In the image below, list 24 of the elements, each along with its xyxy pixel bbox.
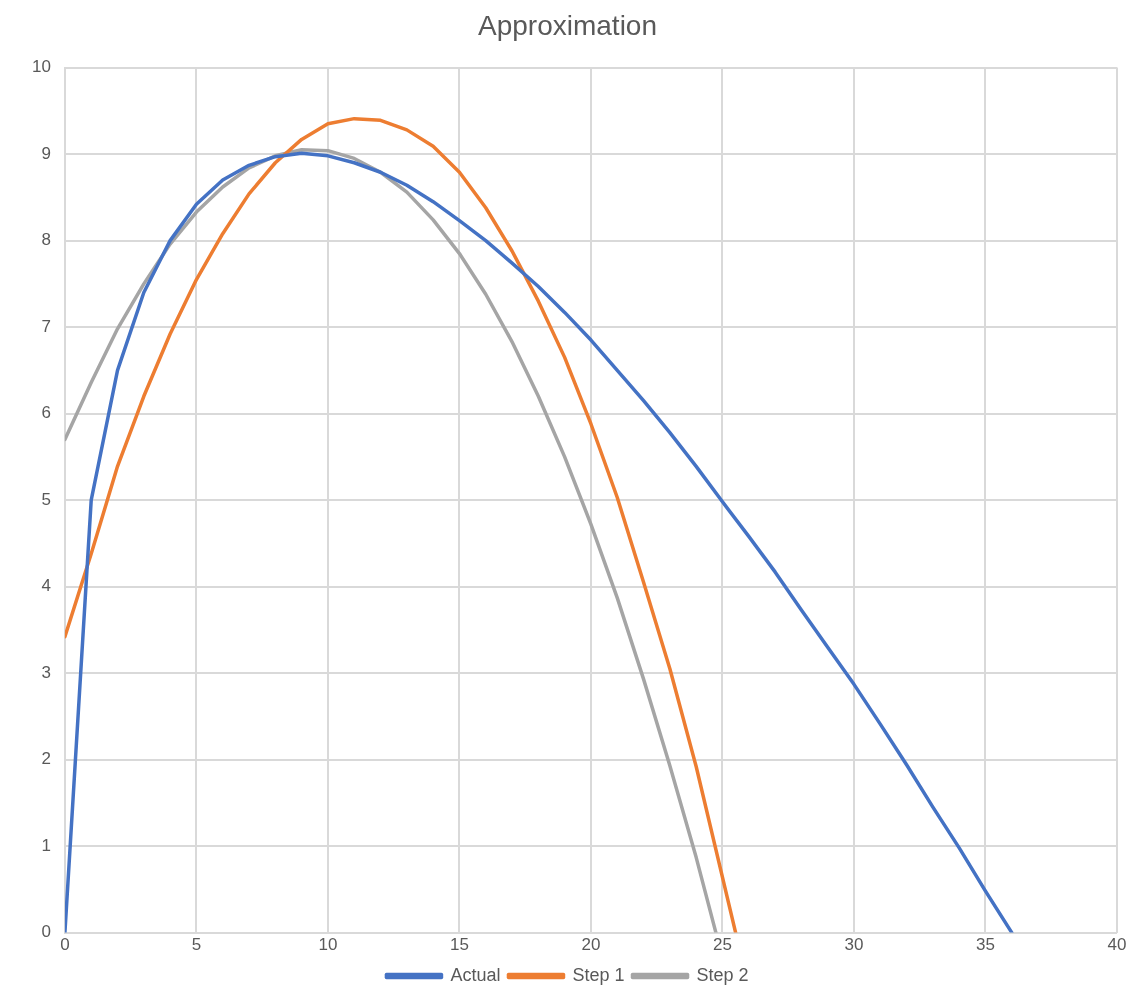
y-tick-label: 5 <box>41 489 51 509</box>
x-tick-label: 40 <box>1107 935 1127 955</box>
legend-label: Step 2 <box>696 964 749 985</box>
x-tick-label: 20 <box>581 935 601 955</box>
y-tick-label: 2 <box>41 749 51 769</box>
x-tick-label: 25 <box>713 935 732 955</box>
x-tick-label: 10 <box>318 935 338 955</box>
y-tick-label: 4 <box>41 576 51 596</box>
x-tick-label: 5 <box>191 935 202 955</box>
y-tick-label: 8 <box>41 230 51 250</box>
y-tick-label: 9 <box>41 143 51 163</box>
y-tick-label: 7 <box>41 316 51 336</box>
y-tick-label: 10 <box>31 57 51 77</box>
y-tick-label: 0 <box>41 922 51 942</box>
legend-label: Step 1 <box>572 964 625 985</box>
x-tick-label: 0 <box>60 935 70 955</box>
y-tick-label: 6 <box>41 403 51 423</box>
chart-title: Approximation <box>478 9 657 41</box>
legend-label: Actual <box>450 964 501 985</box>
y-tick-label: 1 <box>41 835 51 855</box>
y-tick-label: 3 <box>41 662 51 682</box>
x-tick-label: 15 <box>449 935 469 955</box>
x-tick-label: 30 <box>844 935 864 955</box>
x-tick-label: 35 <box>976 935 995 955</box>
